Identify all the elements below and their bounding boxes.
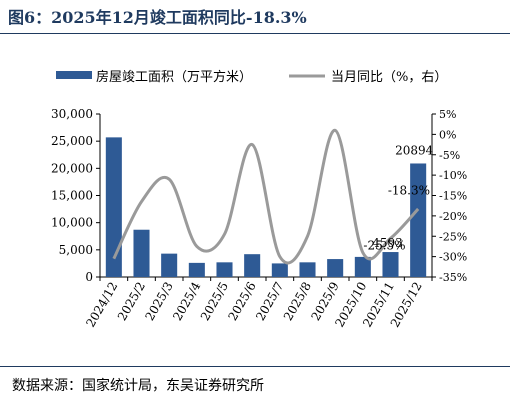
data-label: 20894 bbox=[395, 143, 434, 157]
legend-bar-label: 房屋竣工面积（万平方米） bbox=[96, 69, 252, 85]
left-tick-label: 0 bbox=[85, 270, 93, 284]
right-tick-label: -25% bbox=[439, 230, 467, 243]
bar bbox=[327, 259, 344, 277]
x-tick-label: 2024/12 bbox=[83, 280, 120, 330]
bar bbox=[271, 263, 288, 277]
bar bbox=[161, 253, 178, 277]
title-rule bbox=[0, 33, 510, 34]
yoy-line-path bbox=[112, 128, 420, 265]
bar bbox=[133, 229, 150, 277]
bar bbox=[410, 163, 427, 277]
data-labels: 20894 4593 -18.3% -25.5% bbox=[363, 143, 433, 252]
legend-bar-swatch bbox=[56, 71, 92, 79]
legend-line-label: 当月同比（%，右） bbox=[331, 70, 447, 85]
yoy-line bbox=[112, 128, 420, 265]
bar bbox=[354, 256, 371, 277]
bar bbox=[216, 262, 233, 277]
bar bbox=[105, 137, 122, 277]
left-tick-label: 30,000 bbox=[51, 107, 93, 121]
bar bbox=[299, 262, 316, 277]
legend: 房屋竣工面积（万平方米） 当月同比（%，右） bbox=[56, 69, 447, 85]
bar bbox=[244, 254, 261, 277]
axes: 0 5,000 10,000 15,000 20,000 25,000 30,000 -35%… bbox=[51, 107, 467, 330]
right-tick-label: -20% bbox=[439, 210, 467, 223]
right-tick-label: -10% bbox=[439, 169, 467, 182]
data-label: 4593 bbox=[372, 236, 403, 250]
source-note: 数据来源：国家统计局，东吴证券研究所 bbox=[12, 378, 264, 394]
left-tick-label: 20,000 bbox=[51, 161, 93, 175]
right-tick-label: 0% bbox=[439, 128, 456, 141]
left-tick-label: 25,000 bbox=[51, 134, 93, 148]
right-tick-label: -15% bbox=[439, 190, 467, 203]
right-tick-label: 5% bbox=[439, 108, 456, 121]
page-title: 图6：2025年12月竣工面积同比-18.3% bbox=[8, 8, 307, 27]
bar bbox=[188, 262, 205, 277]
right-tick-label: -30% bbox=[439, 251, 467, 264]
left-tick-label: 10,000 bbox=[51, 216, 93, 230]
data-label: -18.3% bbox=[388, 184, 430, 198]
right-tick-label: -35% bbox=[439, 271, 467, 284]
bar bbox=[382, 252, 399, 277]
source-rule bbox=[0, 366, 510, 367]
left-tick-label: 15,000 bbox=[51, 189, 93, 203]
left-tick-label: 5,000 bbox=[59, 243, 93, 257]
right-tick-label: -5% bbox=[439, 149, 460, 162]
bars bbox=[105, 137, 427, 277]
data-label: -25.5% bbox=[363, 238, 405, 252]
